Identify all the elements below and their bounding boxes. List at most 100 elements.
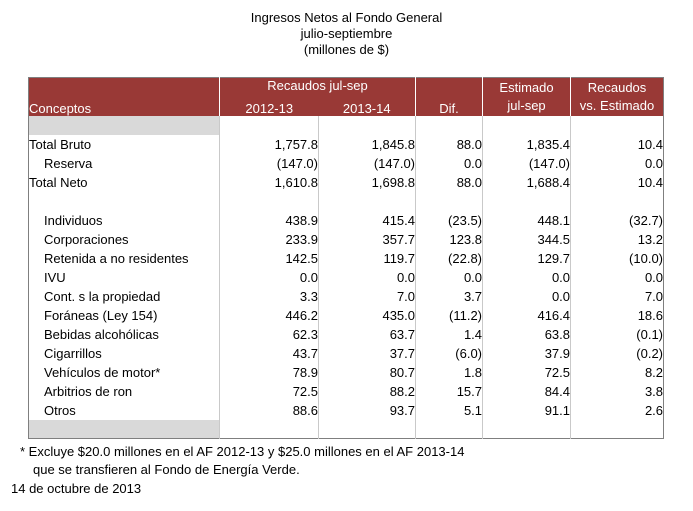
value-cell: 18.6 <box>570 305 664 325</box>
value-cell: 3.8 <box>570 381 664 401</box>
value-cell: (6.0) <box>415 343 483 363</box>
column-header-estimado-jul-sep: Estimado jul-sep <box>482 77 571 116</box>
value-cell: 435.0 <box>317 305 416 325</box>
value-cell: 0.0 <box>482 267 571 287</box>
value-cell: 0.0 <box>415 267 483 287</box>
concept-cell: Arbitrios de ron <box>44 383 133 399</box>
value-cell: 91.1 <box>482 400 571 420</box>
concept-cell: Corporaciones <box>44 231 129 247</box>
value-cell: 0.0 <box>415 153 483 173</box>
value-cell: 63.7 <box>317 324 416 344</box>
column-header-2012-13: 2012-13 <box>219 96 319 116</box>
column-header-2013-14: 2013-14 <box>318 96 416 116</box>
value-cell: 1,698.8 <box>317 172 416 192</box>
title-line-1: Ingresos Netos al Fondo General <box>250 10 443 25</box>
header-row-2: 2012-13 2013-14 <box>29 96 664 116</box>
table-row: Otros 88.6 93.7 5.1 91.1 2.6 <box>29 400 664 420</box>
value-cell: 0.0 <box>317 267 416 287</box>
table-body: Total Bruto 1,757.8 1,845.8 88.0 1,835.4 10.4… <box>28 115 664 439</box>
value-cell: (147.0) <box>317 153 416 173</box>
concept-cell: Retenida a no residentes <box>44 250 189 266</box>
value-cell: 129.7 <box>482 248 571 268</box>
concept-cell: Otros <box>44 402 76 418</box>
value-cell: 43.7 <box>219 343 319 363</box>
value-cell: 62.3 <box>219 324 319 344</box>
value-cell: 88.2 <box>317 381 416 401</box>
value-cell <box>482 115 571 135</box>
value-cell: 233.9 <box>219 229 319 249</box>
concept-cell <box>28 115 220 135</box>
value-cell: 1,688.4 <box>482 172 571 192</box>
value-cell: 3.3 <box>219 286 319 306</box>
concept-cell: Bebidas alcohólicas <box>44 326 159 342</box>
table-row: IVU 0.0 0.0 0.0 0.0 0.0 <box>29 267 664 287</box>
table-row: Bebidas alcohólicas 62.3 63.7 1.4 63.8 (0.1) <box>29 324 664 344</box>
value-cell <box>317 191 416 211</box>
concept-cell <box>29 192 220 211</box>
report-title: Ingresos Netos al Fondo General julio-se… <box>0 10 693 58</box>
value-cell: (23.5) <box>415 210 483 230</box>
value-cell <box>415 115 483 135</box>
value-cell: 0.0 <box>219 267 319 287</box>
table-row: Cigarrillos 43.7 37.7 (6.0) 37.9 (0.2) <box>29 343 664 363</box>
title-line-3: (millones de $) <box>303 42 390 57</box>
value-cell: 37.7 <box>317 343 416 363</box>
value-cell: 37.9 <box>482 343 571 363</box>
column-header-recaudos-vs-estimado: Recaudos vs. Estimado <box>570 77 664 116</box>
concept-cell: Total Neto <box>29 174 88 190</box>
concept-cell: Vehículos de motor* <box>44 364 161 380</box>
value-cell <box>482 191 571 211</box>
value-cell <box>317 419 416 439</box>
value-cell <box>219 419 319 439</box>
value-cell: 88.0 <box>415 172 483 192</box>
header-row-1: Conceptos Recaudos jul-sep Dif. Estimado… <box>28 77 664 116</box>
value-cell: (147.0) <box>219 153 319 173</box>
value-cell: 84.4 <box>482 381 571 401</box>
value-cell: 15.7 <box>415 381 483 401</box>
table-row: Vehículos de motor* 78.9 80.7 1.8 72.5 8.2 <box>29 362 664 382</box>
value-cell <box>415 191 483 211</box>
value-cell: 1,845.8 <box>317 134 416 154</box>
value-cell: 2.6 <box>570 400 664 420</box>
value-cell: 344.5 <box>482 229 571 249</box>
value-cell: 357.7 <box>317 229 416 249</box>
concept-cell: Reserva <box>44 155 93 171</box>
concept-cell: IVU <box>44 269 66 285</box>
table-row: Total Bruto 1,757.8 1,845.8 88.0 1,835.4 10.4 <box>29 134 664 154</box>
value-cell: 72.5 <box>219 381 319 401</box>
table-row: Reserva (147.0) (147.0) 0.0 (147.0) 0.0 <box>29 153 664 173</box>
table-row: Individuos 438.9 415.4 (23.5) 448.1 (32.7) <box>29 210 664 230</box>
table-row: Retenida a no residentes 142.5 119.7 (22.8)… <box>29 248 664 268</box>
concept-cell: Individuos <box>44 212 103 228</box>
value-cell: 63.8 <box>482 324 571 344</box>
table-row <box>28 419 664 439</box>
table-row <box>28 115 664 135</box>
revenue-table: Conceptos Recaudos jul-sep Dif. Estimado… <box>28 77 665 439</box>
value-cell <box>570 419 664 439</box>
value-cell: 13.2 <box>570 229 664 249</box>
value-cell: 1.4 <box>415 324 483 344</box>
value-cell <box>317 115 416 135</box>
value-cell: 1,757.8 <box>219 134 319 154</box>
column-header-estimado-line2: jul-sep <box>507 97 546 113</box>
value-cell: 80.7 <box>317 362 416 382</box>
concept-cell: Total Bruto <box>29 136 92 152</box>
value-cell: (22.8) <box>415 248 483 268</box>
title-line-2: julio-septiembre <box>300 26 393 41</box>
value-cell: 119.7 <box>317 248 416 268</box>
value-cell <box>570 115 664 135</box>
value-cell: 93.7 <box>317 400 416 420</box>
value-cell: 1.8 <box>415 362 483 382</box>
value-cell: (147.0) <box>482 153 571 173</box>
value-cell: 0.0 <box>570 153 664 173</box>
value-cell: 8.2 <box>570 362 664 382</box>
value-cell: (10.0) <box>570 248 664 268</box>
value-cell: 78.9 <box>219 362 319 382</box>
footnote-line-1: * Excluye $20.0 millones en el AF 2012-1… <box>20 444 465 459</box>
value-cell: 7.0 <box>570 286 664 306</box>
concept-cell: Foráneas (Ley 154) <box>44 307 158 323</box>
value-cell: 88.0 <box>415 134 483 154</box>
report-date: 14 de octubre de 2013 <box>11 481 142 496</box>
table-row: Total Neto 1,610.8 1,698.8 88.0 1,688.4 10.4 <box>29 172 664 192</box>
